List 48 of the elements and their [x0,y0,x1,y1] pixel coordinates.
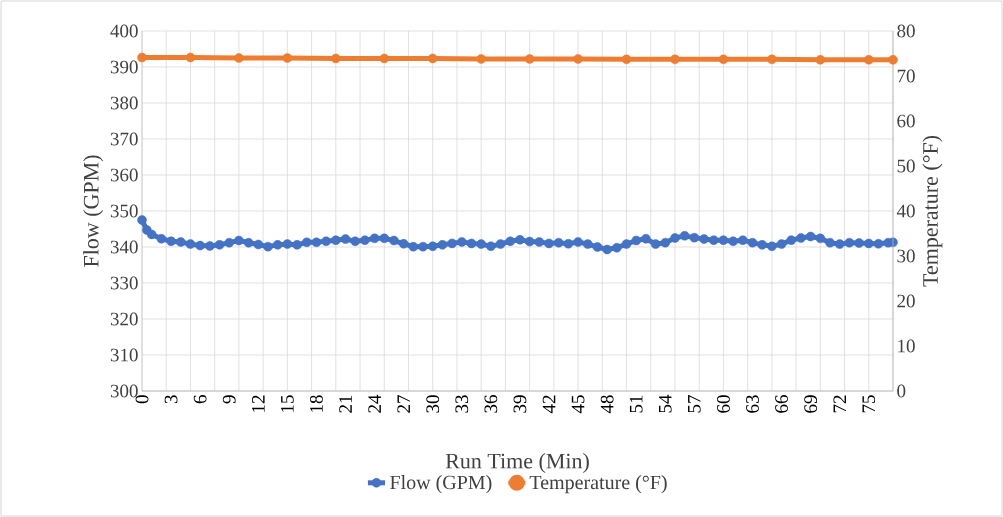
y-tick-label: 400 [110,24,138,38]
y-tick-label: 310 [110,348,138,362]
x-tick-label: 66 [775,395,788,413]
x-tick-label: 57 [688,395,701,413]
x-tick-label: 48 [600,395,614,414]
x-tick-label: 36 [484,395,498,413]
y2-tick-label: 70 [897,69,915,83]
y2-tick-label: 10 [898,339,915,353]
y-axis-title: Flow (GPM) [83,155,104,267]
x-tick-label: 24 [368,394,381,413]
x-tick-label: 75 [862,395,876,413]
y-tick-label: 330 [110,276,138,290]
y-tick-label: 370 [110,132,138,146]
x-tick-label: 15 [281,395,294,412]
y-tick-label: 350 [110,204,138,218]
x-tick-label: 72 [833,395,846,413]
legend-label: Flow (GPM) [390,475,492,494]
x-tick-label: 45 [571,395,585,414]
x-tick-label: 39 [513,395,527,413]
x-tick-label: 69 [804,395,818,413]
y2-axis-title: Temperature (°F) [922,135,943,287]
x-tick-label: 3 [164,395,178,404]
x-axis-title: Run Time (Min) [445,453,589,473]
x-tick-label: 54 [658,394,672,413]
y-tick-label: 320 [110,312,138,326]
x-tick-label: 27 [397,395,410,413]
y2-tick-label: 60 [897,114,915,128]
x-tick-label: 42 [542,395,556,414]
x-tick-label: 18 [310,395,323,412]
y-tick-label: 340 [110,240,138,254]
x-tick-label: 21 [339,395,352,413]
y2-tick-label: 30 [897,249,915,263]
x-tick-label: 6 [193,395,207,404]
x-tick-label: 60 [717,395,730,413]
x-tick-label: 9 [222,395,236,404]
x-tick-label: 63 [746,395,759,413]
y-tick-label: 380 [110,96,138,110]
y-tick-label: 390 [110,60,138,74]
y2-tick-label: 20 [897,294,915,308]
y-tick-label: 360 [110,168,138,182]
x-tick-label: 12 [252,395,265,412]
x-tick-label: 30 [426,395,440,413]
x-tick-label: 51 [629,395,643,413]
y2-tick-label: 50 [897,159,915,173]
y2-tick-label: 80 [897,24,915,38]
x-tick-label: 33 [455,395,469,413]
y2-tick-label: 40 [896,204,915,218]
legend-label: Temperature (°F) [529,475,667,494]
